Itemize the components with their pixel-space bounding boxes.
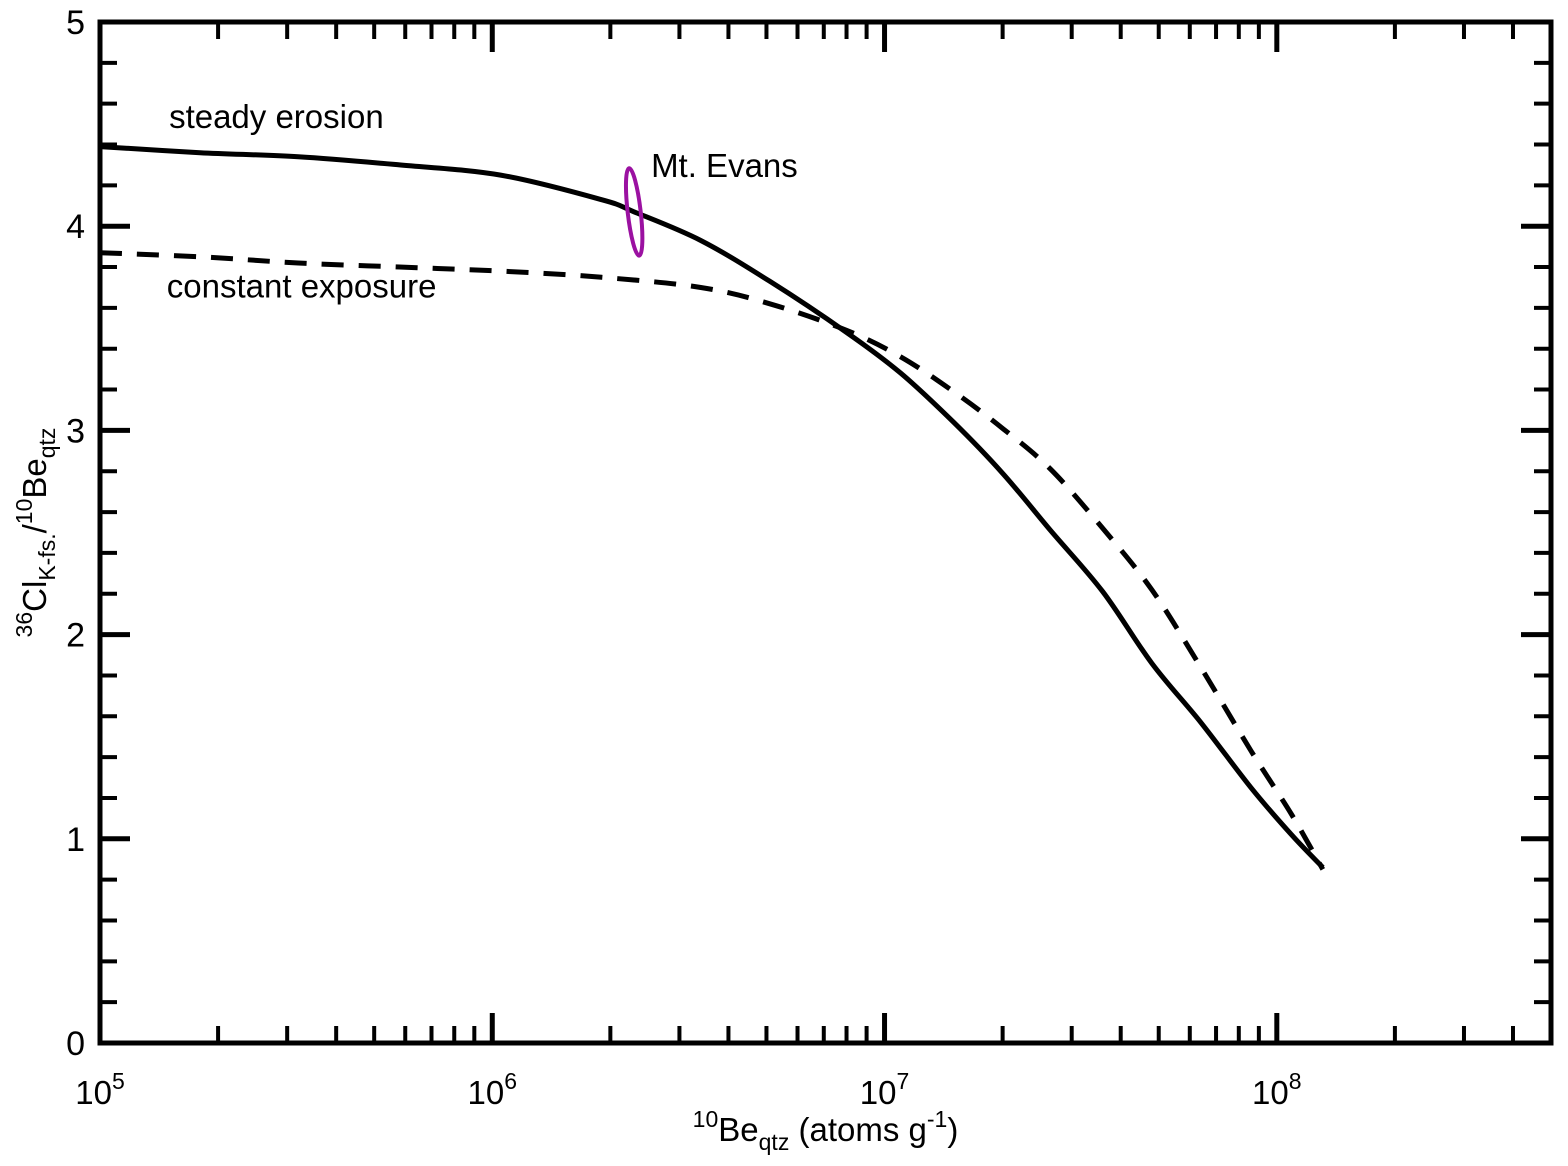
y-tick-label: 4 (66, 208, 85, 246)
y-tick-label: 2 (66, 617, 85, 655)
mt-evans-error-ellipse (623, 166, 645, 258)
y-tick-label: 1 (66, 821, 85, 859)
constant-exposure-curve (99, 250, 1325, 871)
plot-frame (97, 19, 1554, 1046)
x-axis-title: 10Beqtz (atoms g-1) (693, 1106, 959, 1155)
constant-exposure-label: constant exposure (167, 268, 437, 305)
y-tick-label: 3 (66, 412, 85, 450)
x-tick-label: 106 (468, 1068, 518, 1111)
steady-erosion-label: steady erosion (169, 98, 384, 135)
x-tick-label: 105 (75, 1068, 125, 1111)
x-tick-label: 107 (860, 1068, 910, 1111)
y-tick-label: 5 (66, 4, 85, 42)
x-tick-label: 108 (1252, 1068, 1302, 1111)
y-tick-label: 0 (66, 1025, 85, 1063)
steady-erosion-curve (99, 144, 1325, 870)
y-axis-title: 36ClK-fs./10Beqtz (11, 428, 60, 638)
mt-evans-label: Mt. Evans (651, 147, 798, 184)
axis-ticks (97, 19, 1551, 1046)
